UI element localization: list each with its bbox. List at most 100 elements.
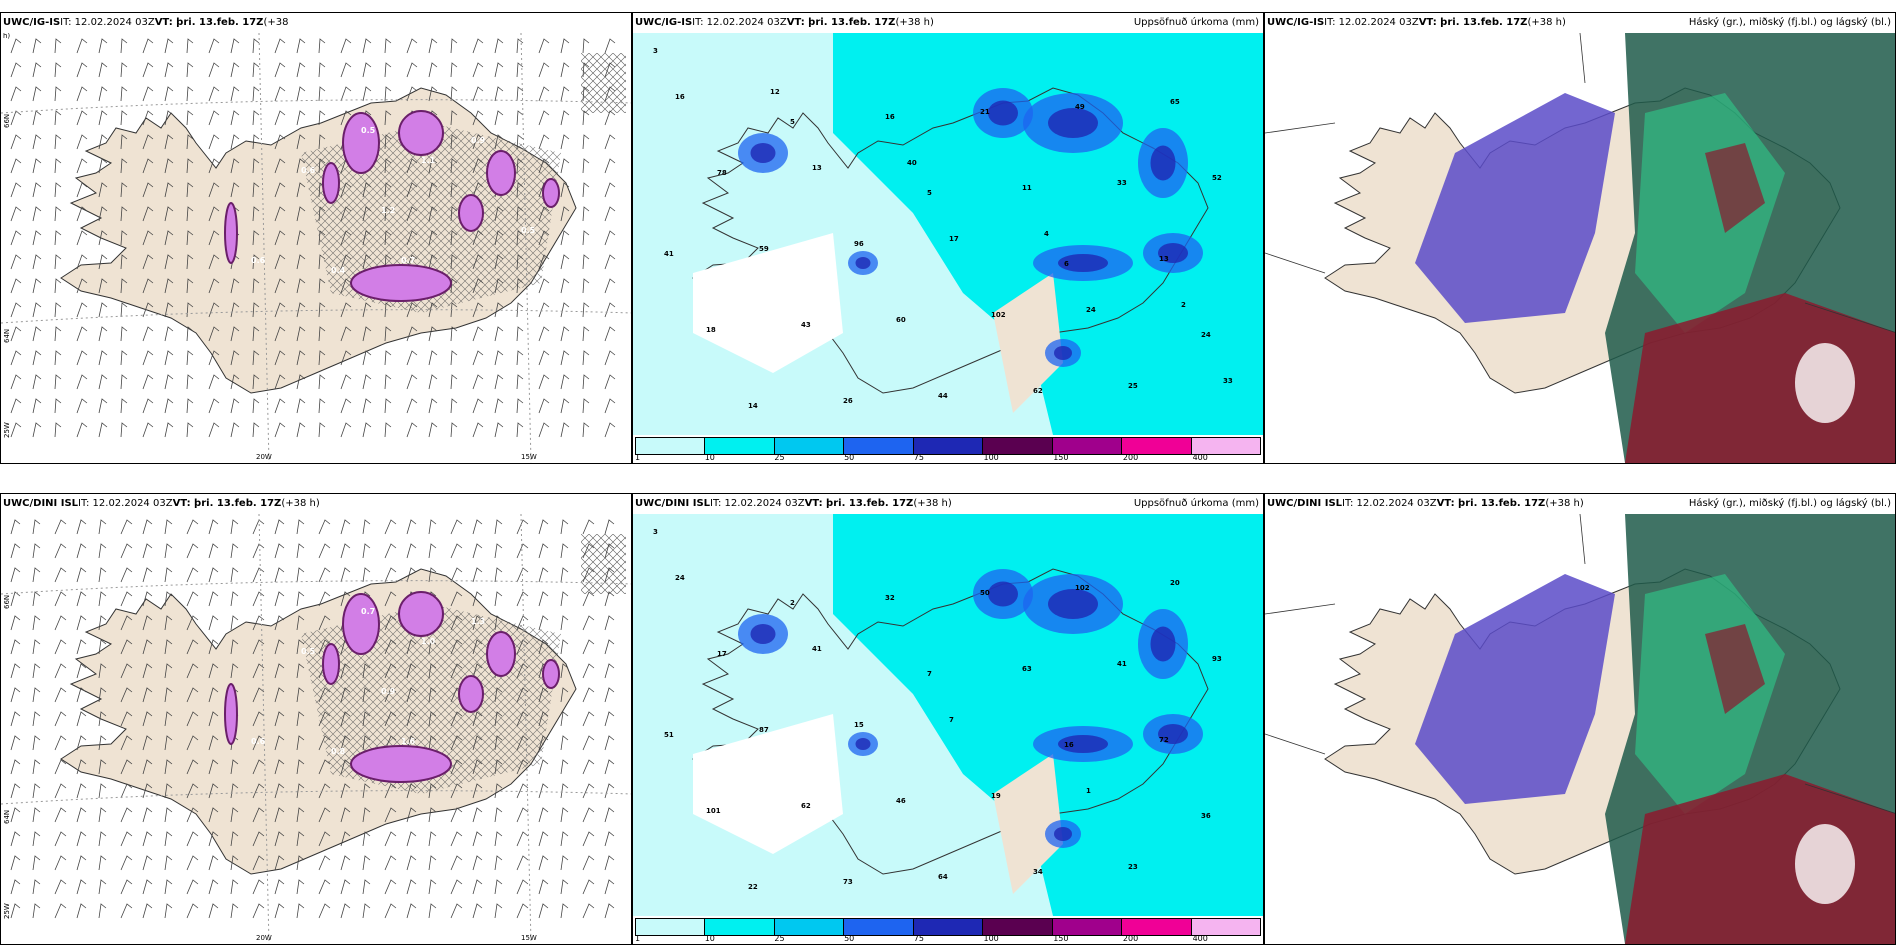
lon-label: 15W — [521, 934, 537, 942]
precip-value: 12 — [770, 88, 780, 96]
precip-value: 19 — [991, 792, 1001, 800]
legend-swatch — [1122, 919, 1192, 935]
hail-blob — [458, 675, 484, 713]
precip-value: 3 — [653, 528, 658, 536]
precip-value: 2 — [1181, 301, 1186, 309]
precip-value: 7 — [927, 670, 932, 678]
model-name: UWC/IG-IS — [1267, 17, 1325, 28]
precip-value: 50 — [980, 589, 990, 597]
valid-time: VT: þri. 13.feb. 17Z — [786, 17, 896, 28]
precip-value: 16 — [885, 113, 895, 121]
precip-value: 36 — [1201, 812, 1211, 820]
hail-value: 1.3 — [471, 617, 485, 626]
hail-value: 0.5 — [361, 126, 376, 135]
legend-swatch — [983, 438, 1053, 454]
hail-value: 0.6 — [251, 737, 266, 746]
hail-value: 0.5 — [301, 647, 316, 656]
legend-label: 400 — [1192, 934, 1208, 943]
legend-label: 150 — [1053, 453, 1069, 462]
wind-barbs — [10, 38, 616, 438]
model-name: UWC/DINI ISL — [3, 498, 79, 509]
precip-map-bottom: UWC/DINI ISLIT: 12.02.2024 03ZVT: þri. 1… — [632, 493, 1264, 945]
precip-value: 15 — [854, 721, 864, 729]
hail-value: 1.6 — [401, 737, 416, 746]
legend-swatch — [1191, 919, 1260, 935]
legend-label: 10 — [704, 453, 715, 462]
precip-value: 101 — [706, 807, 721, 815]
legend-label: 50 — [844, 453, 855, 462]
legend-swatch — [1122, 438, 1192, 454]
hail-blob — [486, 150, 516, 196]
precip-value: 25 — [1128, 382, 1138, 390]
hail-value: 0.9 — [381, 687, 396, 696]
model-name: UWC/DINI ISL — [1267, 498, 1343, 509]
precip-value: 23 — [1128, 863, 1138, 871]
field-title: Háský (gr.), miðský (fj.bl.) og lágský (… — [1688, 498, 1891, 509]
legend-label: 200 — [1122, 934, 1139, 943]
valid-time: VT: þri. 13.feb. 17Z — [172, 498, 282, 509]
precip-value: 96 — [854, 240, 864, 248]
legend-swatch — [1052, 438, 1123, 454]
hail-value: 1.2 — [381, 206, 395, 215]
legend-swatch — [774, 919, 845, 935]
hail-value: 0.8 — [331, 747, 346, 756]
precip-value: 7 — [949, 716, 954, 724]
legend-label: 75 — [913, 453, 924, 462]
precip-value: 52 — [1212, 174, 1222, 182]
panel-header: UWC/IG-ISIT: 12.02.2024 03ZVT: þri. 13.f… — [1265, 13, 1895, 33]
panel-header: UWC/IG-ISIT: 12.02.2024 03ZVT: þri. 13.f… — [1, 13, 631, 33]
init-time: IT: 12.02.2024 03Z — [710, 498, 805, 509]
map-canvas: 0.5 0.7 0.4 1.1 0.6 1.2 0.9 0.6 0.5 — [1, 33, 631, 463]
legend-label: 200 — [1122, 453, 1139, 462]
legend-swatch — [1191, 438, 1260, 454]
precip-value: 62 — [1033, 387, 1043, 395]
precip-value: 73 — [843, 878, 853, 886]
precip-value: 16 — [1064, 741, 1074, 749]
legend-label: 10 — [704, 934, 715, 943]
field-title: Uppsöfnuð úrkoma (mm) — [1133, 498, 1259, 509]
precip-value: 20 — [1170, 579, 1180, 587]
precip-value: 13 — [812, 164, 822, 172]
lead-time: (+38 h) — [1527, 17, 1566, 28]
legend-swatch — [913, 438, 984, 454]
precip-value: 33 — [1117, 179, 1127, 187]
lead-unit: h) — [3, 32, 11, 40]
precip-value: 33 — [1223, 377, 1233, 385]
precip-value: 43 — [801, 321, 811, 329]
panel-header: UWC/IG-ISIT: 12.02.2024 03ZVT: þri. 13.f… — [633, 13, 1263, 33]
legend-swatch — [1052, 919, 1123, 935]
wind-hail-map-bottom: UWC/DINI ISLIT: 12.02.2024 03ZVT: þri. 1… — [0, 493, 632, 945]
map-canvas: 3556241416111318262133414344495259606265… — [633, 33, 1263, 435]
precip-value: 17 — [949, 235, 959, 243]
init-time: IT: 12.02.2024 03Z — [692, 17, 787, 28]
legend-swatch — [844, 919, 914, 935]
precip-value: 32 — [885, 594, 895, 602]
precip-value: 87 — [759, 726, 769, 734]
lat-label: 66N — [3, 594, 11, 609]
precip-value: 17 — [717, 650, 727, 658]
precip-value: 24 — [675, 574, 685, 582]
color-legend: 1 10 25 50 75 100 150 200 400 — [633, 435, 1263, 463]
precip-value: 41 — [812, 645, 822, 653]
precip-value: 62 — [801, 802, 811, 810]
precip-value: 18 — [706, 326, 716, 334]
init-time: IT: 12.02.2024 03Z — [60, 17, 155, 28]
legend-swatch — [705, 438, 775, 454]
cloud-map-bottom: UWC/DINI ISLIT: 12.02.2024 03ZVT: þri. 1… — [1264, 493, 1896, 945]
lat-label: 64N — [3, 809, 11, 824]
hail-blob — [342, 112, 380, 174]
valid-time: VT: þri. 13.feb. 17Z — [1436, 498, 1546, 509]
hail-blob — [224, 202, 238, 264]
legend-swatch — [983, 919, 1053, 935]
precip-value: 34 — [1033, 868, 1043, 876]
valid-time: VT: þri. 13.feb. 17Z — [1418, 17, 1528, 28]
precip-value: 44 — [938, 392, 948, 400]
hail-value: 0.7 — [401, 256, 415, 265]
precip-value: 60 — [896, 316, 906, 324]
hail-value: 0.6 — [251, 256, 266, 265]
precip-value: 102 — [1075, 584, 1090, 592]
lon-label: 15W — [521, 453, 537, 461]
legend-label: 1 — [635, 453, 641, 462]
panel-header: UWC/DINI ISLIT: 12.02.2024 03ZVT: þri. 1… — [633, 494, 1263, 514]
hail-blob — [542, 659, 560, 689]
